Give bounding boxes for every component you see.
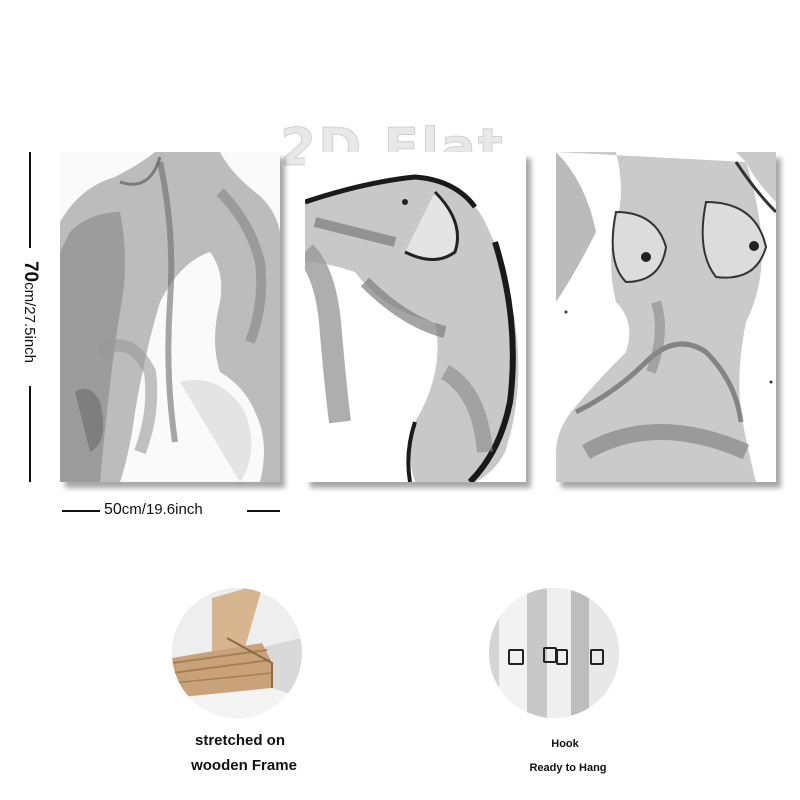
canvas-panel-right [556, 152, 776, 482]
arched-figure-painting [305, 152, 526, 482]
hook-image [489, 588, 619, 718]
width-label: 50cm/19.6inch [104, 501, 203, 519]
height-line-bottom [29, 386, 31, 482]
height-label: 70cm/27.5inch [19, 261, 41, 363]
wooden-frame-photo [172, 588, 302, 718]
height-line-top [29, 152, 31, 248]
frame-caption-line1: stretched on [194, 732, 286, 749]
hook-photo [489, 588, 619, 718]
height-value: 70 [20, 260, 41, 283]
hook-caption-line1: Hook [551, 738, 579, 750]
torso-figure-painting [556, 152, 776, 482]
wooden-frame-image [172, 588, 302, 718]
width-value: 50 [104, 501, 122, 518]
canvas-panel-middle [305, 152, 526, 482]
hook-caption-line2: Ready to Hang [529, 762, 607, 774]
back-figure-painting [60, 152, 280, 482]
width-unit: cm/19.6inch [121, 501, 203, 518]
frame-caption-line2: wooden Frame [191, 757, 297, 774]
width-line-right [247, 510, 280, 512]
canvas-panel-left [60, 152, 280, 482]
height-unit: cm/27.5inch [21, 282, 38, 364]
width-line-left [62, 510, 100, 512]
